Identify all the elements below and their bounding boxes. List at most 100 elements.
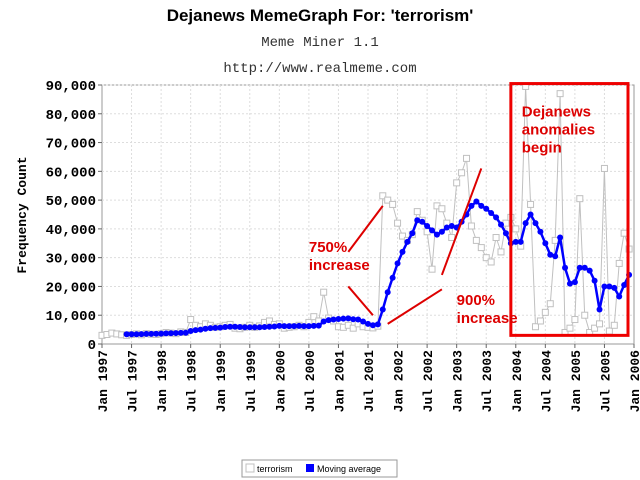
x-tick-label: Jan 2004 — [510, 350, 525, 413]
data-point — [468, 202, 475, 209]
data-point — [246, 324, 253, 331]
x-tick-label: Jan 1999 — [214, 350, 229, 413]
x-tick-label: Jul 1997 — [126, 350, 141, 412]
data-point — [483, 205, 490, 212]
data-point — [256, 324, 263, 331]
data-point — [586, 267, 593, 274]
data-point — [187, 328, 194, 335]
data-point — [428, 265, 436, 273]
annotation-arrow — [440, 168, 483, 276]
data-point — [621, 282, 628, 289]
y-tick-label: 80,000 — [46, 108, 96, 124]
x-tick-label: Jan 2006 — [628, 350, 640, 413]
data-point — [571, 279, 578, 286]
data-point — [315, 322, 322, 329]
grid — [102, 84, 634, 344]
data-point — [222, 324, 229, 331]
data-point — [409, 230, 416, 237]
data-point — [546, 300, 554, 308]
data-point — [413, 208, 421, 216]
annotation-arrow — [347, 205, 384, 253]
data-point — [557, 234, 564, 241]
data-point — [443, 224, 450, 231]
legend-swatch-moving-average — [306, 464, 314, 472]
data-point — [128, 331, 135, 338]
data-point — [158, 330, 165, 337]
data-point — [512, 238, 519, 245]
data-point — [527, 211, 534, 218]
data-point — [300, 323, 307, 330]
data-point — [472, 236, 480, 244]
data-point — [384, 289, 391, 296]
data-point — [517, 238, 524, 245]
data-point — [429, 227, 436, 234]
data-point — [345, 315, 352, 322]
data-point — [325, 317, 332, 324]
data-point — [492, 234, 500, 242]
data-point — [398, 232, 406, 240]
data-point — [477, 244, 485, 252]
data-point — [202, 325, 209, 332]
data-point — [148, 330, 155, 337]
data-point — [532, 220, 539, 227]
data-point — [266, 323, 273, 330]
legend-label: Moving average — [317, 464, 381, 474]
data-point — [369, 322, 376, 329]
data-point — [167, 330, 174, 337]
data-point — [276, 322, 283, 329]
data-point — [562, 264, 569, 271]
y-axis-label: Frequency Count — [15, 156, 30, 273]
data-point — [355, 316, 362, 323]
y-tick-label: 10,000 — [46, 309, 96, 325]
data-point — [232, 323, 238, 330]
x-tick-label: Jul 2001 — [362, 350, 377, 413]
x-tick-label: Jul 2002 — [421, 350, 436, 413]
data-point — [616, 293, 623, 300]
data-point — [379, 192, 387, 200]
data-point — [404, 238, 411, 245]
data-point — [172, 330, 179, 337]
x-tick-label: Jan 2005 — [569, 350, 584, 413]
data-point — [187, 316, 195, 324]
data-point — [571, 316, 579, 324]
data-point — [600, 164, 608, 172]
data-point — [305, 323, 312, 330]
x-tick-label: Jan 2000 — [273, 350, 288, 413]
x-tick-label: Jul 2000 — [303, 350, 318, 413]
data-point — [606, 283, 613, 290]
data-point — [217, 324, 224, 331]
annotation-layer: Dejanews anomalies begin 750% increase 900% in… — [309, 82, 630, 337]
legend-swatch-terrorism — [245, 463, 255, 473]
data-point — [320, 318, 327, 325]
legend-box — [241, 459, 398, 478]
data-point — [487, 258, 495, 266]
data-point — [458, 169, 466, 177]
series-layer — [98, 82, 633, 339]
y-tick-label: 30,000 — [46, 252, 96, 268]
data-point — [394, 219, 402, 227]
data-point — [236, 324, 243, 331]
data-point — [547, 251, 554, 258]
data-point — [384, 196, 392, 204]
data-point — [448, 234, 456, 242]
x-axis: Jan 1997 Jul 1997 Jan 1998 Jul 1998 Jan 1999… — [96, 344, 640, 412]
data-point — [424, 223, 431, 230]
data-point — [182, 329, 189, 336]
data-point — [448, 223, 455, 230]
data-point — [123, 331, 130, 338]
data-point — [611, 284, 618, 291]
data-point — [207, 325, 214, 332]
data-point — [576, 195, 584, 203]
data-point — [197, 326, 204, 333]
data-point — [591, 324, 599, 332]
data-point — [537, 228, 544, 235]
data-point — [330, 316, 337, 323]
data-point — [478, 202, 485, 209]
data-point — [177, 329, 184, 336]
data-point — [291, 323, 298, 330]
data-point — [163, 330, 170, 337]
data-point — [296, 322, 303, 329]
x-tick-label: Jan 2003 — [451, 350, 466, 413]
legend-label: terrorism — [257, 464, 293, 474]
y-tick-label: 40,000 — [46, 223, 96, 239]
